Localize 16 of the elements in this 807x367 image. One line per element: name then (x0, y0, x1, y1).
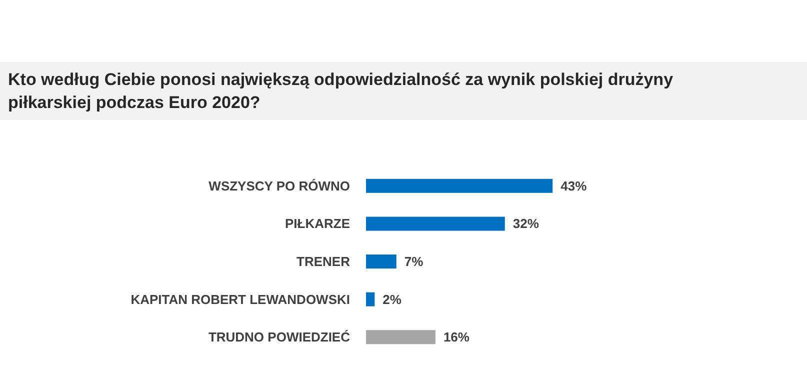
data-label: 16% (443, 330, 470, 345)
bar (366, 330, 436, 344)
y-tick-label: WSZYSCY PO RÓWNO (208, 178, 350, 194)
bar (366, 178, 553, 193)
bar (366, 216, 505, 231)
data-label: 2% (382, 292, 402, 307)
y-tick-label: KAPITAN ROBERT LEWANDOWSKI (130, 292, 350, 307)
y-tick-label: PIŁKARZE (285, 216, 350, 232)
chart-title: Kto według Ciebie ponosi największą odpowiedzialność za wynik polskiej drużyny piłkarskiej podczas Euro 2020? (0, 62, 807, 120)
data-label: 32% (512, 216, 540, 232)
bar (366, 292, 375, 306)
y-tick-label: TRENER (296, 254, 351, 269)
y-tick-label: TRUDNO POWIEDZIEĆ (208, 330, 351, 345)
bar (366, 254, 396, 268)
data-label: 43% (560, 178, 588, 194)
data-label: 7% (404, 254, 424, 269)
